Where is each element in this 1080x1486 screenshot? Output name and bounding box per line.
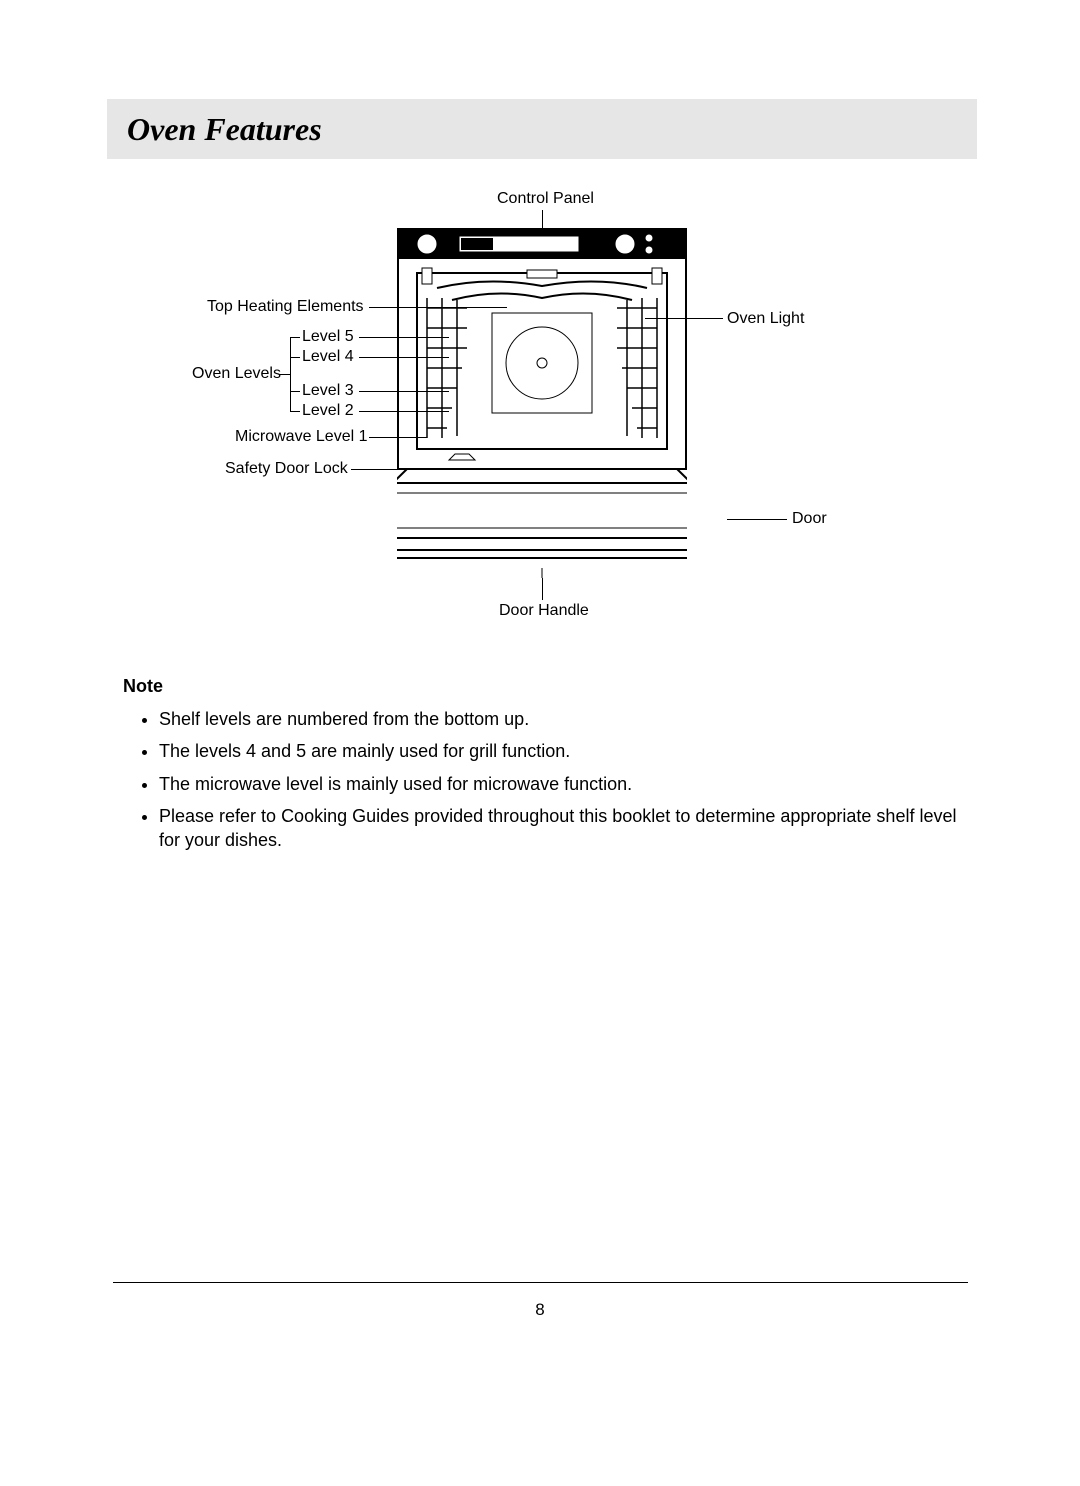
label-control-panel: Control Panel bbox=[497, 190, 594, 208]
notes-section: Note Shelf levels are numbered from the … bbox=[123, 676, 963, 860]
page-number: 8 bbox=[0, 1300, 1080, 1320]
label-microwave-level1: Microwave Level 1 bbox=[235, 428, 368, 446]
label-level3: Level 3 bbox=[302, 382, 354, 400]
label-safety-door-lock: Safety Door Lock bbox=[225, 460, 348, 478]
label-oven-levels: Oven Levels bbox=[192, 365, 281, 383]
page: Oven Features bbox=[0, 0, 1080, 1486]
oven-illustration bbox=[397, 228, 687, 590]
label-level2: Level 2 bbox=[302, 402, 354, 420]
label-level4: Level 4 bbox=[302, 348, 354, 366]
leader bbox=[359, 357, 449, 358]
label-top-heating-elements: Top Heating Elements bbox=[207, 298, 364, 316]
leader bbox=[369, 437, 427, 438]
leader bbox=[359, 337, 449, 338]
notes-list: Shelf levels are numbered from the botto… bbox=[123, 707, 963, 852]
leader bbox=[279, 374, 290, 375]
label-level5: Level 5 bbox=[302, 328, 354, 346]
leader bbox=[359, 391, 449, 392]
notes-item: Please refer to Cooking Guides provided … bbox=[159, 804, 963, 853]
notes-item: The microwave level is mainly used for m… bbox=[159, 772, 963, 796]
oven-diagram: Control Panel Top Heating Elements Oven … bbox=[107, 190, 977, 640]
label-oven-light: Oven Light bbox=[727, 310, 804, 328]
notes-heading: Note bbox=[123, 676, 963, 697]
notes-item: Shelf levels are numbered from the botto… bbox=[159, 707, 963, 731]
leader bbox=[290, 411, 300, 412]
leader bbox=[290, 391, 300, 392]
page-title: Oven Features bbox=[107, 111, 322, 148]
leader bbox=[369, 307, 507, 308]
leader bbox=[542, 578, 543, 600]
leader bbox=[359, 411, 449, 412]
title-bar: Oven Features bbox=[107, 99, 977, 159]
leader bbox=[351, 469, 451, 470]
label-door-handle: Door Handle bbox=[499, 602, 589, 620]
label-door: Door bbox=[792, 510, 827, 528]
footer-rule bbox=[113, 1282, 968, 1283]
leader bbox=[727, 519, 787, 520]
notes-item: The levels 4 and 5 are mainly used for g… bbox=[159, 739, 963, 763]
leader bbox=[645, 318, 723, 319]
leader bbox=[542, 210, 543, 232]
leader bbox=[290, 357, 300, 358]
leader bbox=[290, 337, 291, 412]
leader bbox=[290, 337, 300, 338]
